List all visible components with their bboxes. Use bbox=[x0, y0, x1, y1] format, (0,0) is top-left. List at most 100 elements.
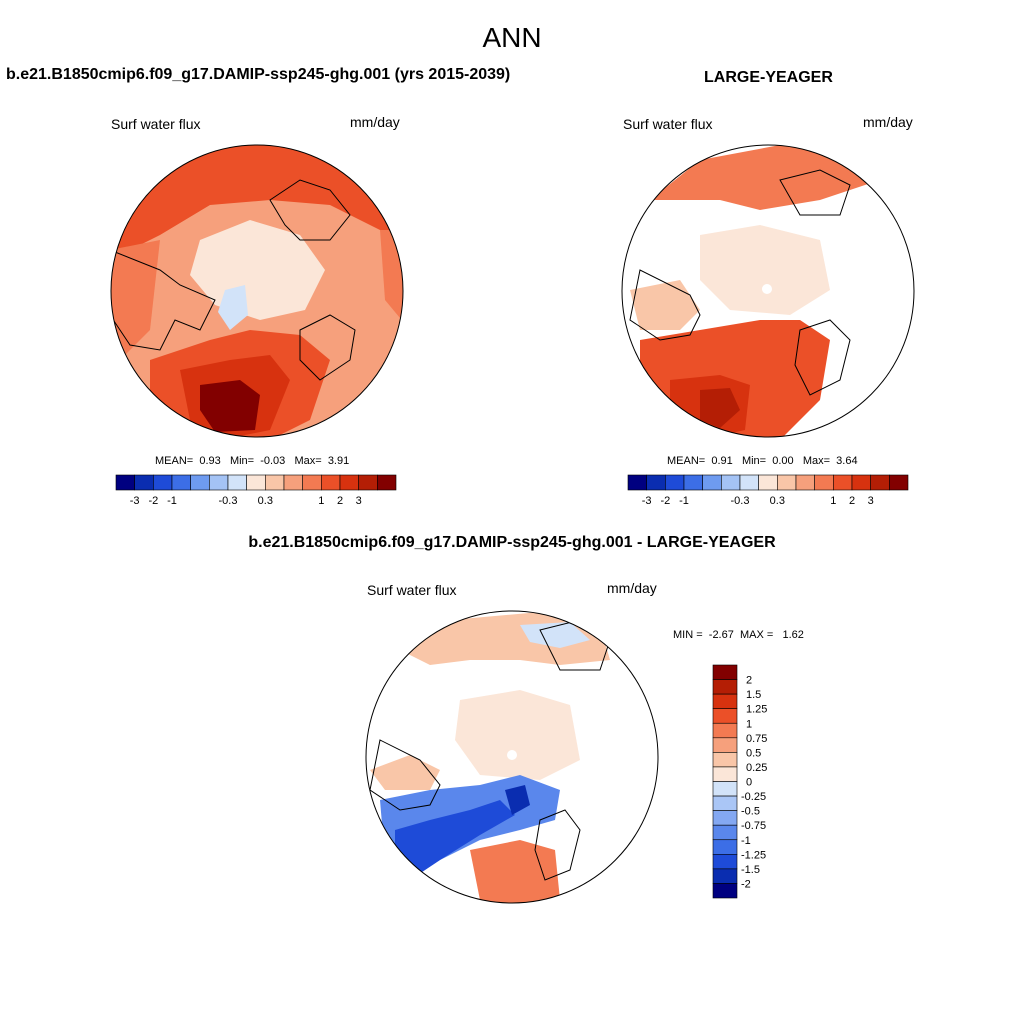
diff-pole-hole bbox=[507, 750, 517, 760]
diff-coastline-europe bbox=[534, 809, 581, 881]
right-atlantic-max bbox=[700, 388, 740, 428]
diff-max-label: MAX = bbox=[739, 629, 774, 641]
right-coastline-europe bbox=[794, 319, 851, 396]
right-colorbar-tick-label: -1 bbox=[679, 495, 689, 507]
left-coastline-na bbox=[111, 249, 216, 351]
diff-colorbar-tick-label: 0.5 bbox=[746, 747, 761, 759]
diff-europe-positive bbox=[470, 840, 560, 903]
diff-colorbar-tick-label: -1 bbox=[741, 835, 751, 847]
left-polar-map bbox=[110, 144, 404, 438]
left-colorbar-box bbox=[339, 474, 359, 491]
left-colorbar-tick-label: 0.3 bbox=[258, 495, 273, 507]
diff-colorbar-tick-label: 0.75 bbox=[746, 733, 767, 745]
left-colorbar-box bbox=[134, 474, 154, 491]
diff-colorbar-box bbox=[712, 708, 738, 724]
left-colorbar-box bbox=[153, 474, 173, 491]
right-colorbar-box bbox=[721, 474, 741, 491]
diff-stats: MIN = -2.67 MAX = 1.62 bbox=[673, 629, 804, 641]
right-variable-label: Surf water flux bbox=[623, 116, 713, 132]
diff-colorbar-tick-label: 0 bbox=[746, 777, 752, 789]
diff-min-label: MIN = bbox=[673, 629, 703, 641]
left-stats: MEAN= 0.93 Min= -0.03 Max= 3.91 bbox=[155, 455, 349, 467]
right-coastline-asia bbox=[779, 169, 851, 216]
left-colorbar-box bbox=[321, 474, 341, 491]
left-pacific-band bbox=[111, 145, 403, 260]
left-colorbar-box bbox=[265, 474, 285, 491]
left-mean-label: MEAN= bbox=[155, 455, 194, 467]
right-stats: MEAN= 0.91 Min= 0.00 Max= 3.64 bbox=[667, 455, 858, 467]
right-max-label: Max= bbox=[802, 455, 831, 467]
right-min-value: 0.00 bbox=[772, 455, 794, 467]
right-na-light bbox=[630, 280, 700, 330]
right-units-label: mm/day bbox=[863, 114, 913, 130]
left-colorbar-box bbox=[115, 474, 135, 491]
left-colorbar-tick-label: 3 bbox=[356, 495, 362, 507]
left-min-value: -0.03 bbox=[260, 455, 286, 467]
right-map-border bbox=[621, 144, 915, 438]
diff-pacific-blue bbox=[520, 622, 590, 648]
diff-colorbar-box bbox=[712, 795, 738, 811]
left-min-label: Min= bbox=[229, 455, 255, 467]
diff-colorbar-tick-label: -1.25 bbox=[741, 849, 766, 861]
left-max-label: Max= bbox=[294, 455, 322, 467]
left-units-label: mm/day bbox=[350, 114, 400, 130]
right-colorbar-box bbox=[889, 474, 909, 491]
diff-colorbar-tick-label: -0.25 bbox=[741, 791, 766, 803]
diff-variable-label: Surf water flux bbox=[367, 582, 457, 598]
diff-colorbar-box bbox=[712, 722, 738, 739]
diff-colorbar-box bbox=[712, 737, 738, 753]
left-colorbar-box bbox=[377, 474, 397, 491]
left-coastline-asia bbox=[269, 179, 351, 241]
diff-colorbar-box bbox=[712, 854, 738, 870]
left-colorbar-tick-label: 2 bbox=[337, 495, 343, 507]
left-colorbar-box bbox=[302, 474, 322, 491]
diff-colorbar-tick-label: -1.5 bbox=[741, 864, 760, 876]
left-greenland-blue bbox=[218, 285, 248, 330]
diff-colorbar-box bbox=[712, 693, 738, 709]
right-colorbar-tick-label: 3 bbox=[868, 495, 874, 507]
diff-colorbar-tick-label: 1.5 bbox=[746, 689, 761, 701]
diff-colorbar-box bbox=[712, 883, 738, 899]
right-colorbar-tick-label: 0.3 bbox=[770, 495, 785, 507]
left-colorbar-tick-label: -0.3 bbox=[219, 495, 238, 507]
left-colorbar-tick-label: -1 bbox=[167, 495, 177, 507]
right-colorbar-box bbox=[758, 474, 778, 491]
left-variable-label: Surf water flux bbox=[111, 116, 201, 132]
diff-colorbar-box bbox=[712, 766, 738, 782]
right-arctic-light bbox=[700, 225, 830, 315]
left-west-band bbox=[111, 240, 160, 360]
left-mean-value: 0.93 bbox=[199, 455, 221, 467]
diff-colorbar-tick-label: 1.25 bbox=[746, 704, 767, 716]
right-colorbar-box bbox=[851, 474, 871, 491]
left-max-value: 3.91 bbox=[327, 455, 350, 467]
right-colorbar-tick-label: -0.3 bbox=[731, 495, 750, 507]
diff-polar-map bbox=[365, 610, 659, 904]
left-colorbar-tick-label: -3 bbox=[130, 495, 140, 507]
left-colorbar-tick-label: -2 bbox=[148, 495, 158, 507]
diff-colorbar-box bbox=[712, 752, 738, 768]
right-colorbar: -3 -2 -1 -0.3 0.3 1 2 3 bbox=[627, 474, 909, 507]
left-colorbar-box bbox=[227, 474, 247, 491]
right-panel-title: LARGE-YEAGER bbox=[704, 69, 833, 86]
right-colorbar-box bbox=[702, 474, 722, 491]
right-colorbar-box bbox=[646, 474, 666, 491]
diff-colorbar-box bbox=[712, 810, 738, 826]
left-colorbar-box bbox=[209, 474, 229, 491]
left-colorbar: -3 -2 -1 -0.3 0.3 1 2 3 bbox=[115, 474, 397, 507]
diff-colorbar-box bbox=[712, 868, 738, 884]
diff-atlantic-max bbox=[505, 785, 530, 815]
left-colorbar-box bbox=[190, 474, 210, 491]
diff-colorbar-tick-label: 1 bbox=[746, 718, 752, 730]
right-colorbar-box bbox=[665, 474, 685, 491]
right-min-label: Min= bbox=[741, 455, 767, 467]
right-colorbar-box bbox=[833, 474, 853, 491]
left-map-border bbox=[110, 144, 404, 438]
diff-colorbar: 2 1.5 1.25 1 0.75 0.5 0.25 0 -0.25 -0.5 -0.75 -1 -1.… bbox=[712, 664, 767, 899]
right-colorbar-box bbox=[683, 474, 703, 491]
diff-arctic-light bbox=[455, 690, 580, 780]
right-pacific-band bbox=[650, 145, 880, 210]
diff-colorbar-tick-label: -0.75 bbox=[741, 820, 766, 832]
right-colorbar-tick-label: 2 bbox=[849, 495, 855, 507]
diff-units-label: mm/day bbox=[607, 580, 657, 596]
